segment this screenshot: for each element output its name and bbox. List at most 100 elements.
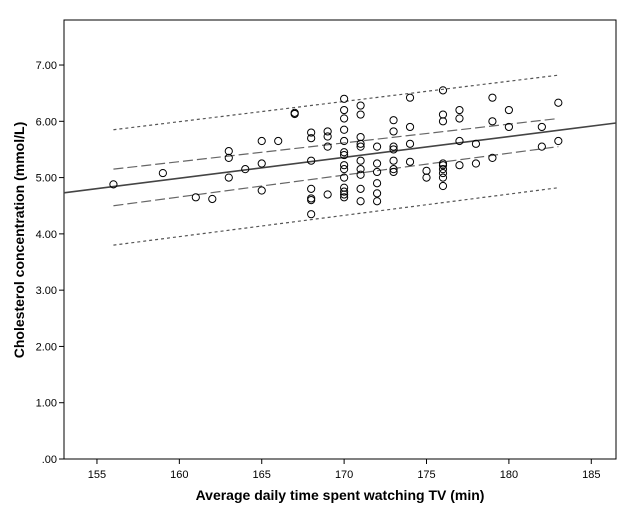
data-point	[208, 194, 217, 204]
data-point	[537, 142, 546, 151]
data-point	[356, 110, 365, 119]
data-point	[323, 142, 332, 151]
x-tick-label: 160	[170, 469, 188, 481]
y-tick-label: 4.00	[36, 229, 57, 241]
data-point	[191, 193, 200, 202]
data-point	[241, 165, 250, 174]
data-point	[323, 127, 332, 136]
x-tick-label: 175	[417, 469, 435, 481]
data-point	[307, 210, 316, 219]
data-point	[554, 136, 563, 146]
x-tick-label: 165	[253, 469, 271, 481]
data-point	[307, 184, 316, 193]
data-point	[340, 173, 349, 182]
y-tick-label: 5.00	[36, 173, 57, 185]
data-point	[340, 161, 349, 170]
y-tick-label: 1.00	[36, 398, 57, 410]
data-point	[389, 116, 398, 125]
x-tick-label: 170	[335, 469, 353, 481]
data-point	[405, 157, 415, 166]
data-point	[455, 136, 464, 146]
data-point	[471, 139, 481, 148]
data-point	[356, 142, 365, 151]
data-point	[307, 128, 316, 137]
data-point	[537, 122, 546, 132]
data-point	[340, 125, 349, 134]
data-point	[224, 173, 233, 182]
data-point	[389, 167, 398, 177]
y-axis-ticks: .00 1.00 2.00 3.00 4.00 5.00 6.00 7.00	[36, 60, 64, 466]
data-point	[405, 93, 415, 102]
data-point	[405, 139, 415, 148]
ci-mean-lower-line	[113, 146, 559, 207]
data-point	[307, 196, 316, 205]
ci-individual-lower-line	[113, 187, 559, 246]
data-point	[438, 173, 448, 182]
data-point	[323, 190, 332, 199]
data-point	[389, 142, 398, 151]
data-point	[422, 173, 431, 182]
data-point	[389, 156, 398, 165]
data-point	[224, 153, 233, 162]
data-point	[372, 142, 382, 151]
data-point	[340, 190, 349, 199]
x-axis-ticks: 155 160 165 170 175 180 185	[88, 459, 600, 481]
data-point	[554, 98, 563, 107]
fit-lines	[63, 74, 617, 246]
data-point	[504, 122, 513, 132]
y-tick-label: 2.00	[36, 341, 57, 353]
data-point	[488, 153, 497, 162]
y-axis-title: Cholesterol concentration (mmol/L)	[11, 122, 27, 358]
data-point	[307, 156, 316, 165]
data-point	[158, 168, 167, 178]
data-point	[340, 187, 349, 196]
data-point	[340, 165, 349, 174]
data-point	[438, 161, 448, 170]
data-point	[356, 197, 365, 206]
data-point	[389, 145, 398, 154]
data-point	[257, 186, 266, 195]
y-tick-label: .00	[42, 454, 57, 466]
data-point	[257, 159, 266, 168]
data-point	[438, 165, 448, 174]
fit-line	[63, 122, 617, 194]
data-point	[504, 105, 513, 115]
data-point	[356, 139, 365, 148]
data-point	[340, 150, 349, 160]
data-point	[438, 168, 448, 178]
plot-area	[63, 19, 617, 460]
y-tick-label: 6.00	[36, 116, 57, 128]
data-point	[356, 170, 365, 179]
data-point	[372, 179, 382, 188]
data-point	[389, 165, 398, 174]
data-points	[109, 86, 563, 219]
data-point	[372, 167, 382, 177]
y-tick-label: 3.00	[36, 285, 57, 297]
data-point	[257, 136, 266, 146]
data-point	[323, 132, 332, 141]
data-point	[340, 114, 349, 123]
data-point	[290, 109, 299, 119]
data-point	[340, 105, 349, 115]
ci-mean-upper-line	[113, 117, 559, 170]
data-point	[438, 181, 448, 191]
data-point	[438, 117, 448, 126]
data-point	[438, 86, 448, 95]
data-point	[455, 105, 464, 115]
x-tick-label: 180	[500, 469, 518, 481]
data-point	[488, 93, 497, 102]
data-point	[340, 193, 349, 202]
data-point	[356, 101, 365, 110]
data-point	[455, 161, 464, 170]
data-point	[356, 156, 365, 165]
ci-individual-upper-line	[113, 74, 559, 131]
data-point	[471, 159, 481, 168]
data-point	[389, 127, 398, 136]
data-point	[274, 136, 283, 146]
data-point	[340, 136, 349, 146]
data-point	[455, 114, 464, 123]
data-point	[356, 184, 365, 193]
data-point	[109, 180, 118, 189]
y-tick-label: 7.00	[36, 60, 57, 72]
